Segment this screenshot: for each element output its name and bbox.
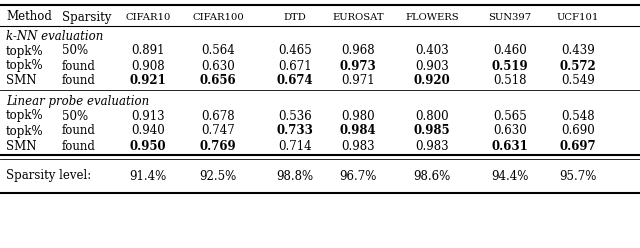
Text: 0.984: 0.984 xyxy=(340,124,376,137)
Text: 0.564: 0.564 xyxy=(201,44,235,58)
Text: CIFAR10: CIFAR10 xyxy=(125,12,171,22)
Text: 0.678: 0.678 xyxy=(201,110,235,123)
Text: 0.908: 0.908 xyxy=(131,60,165,72)
Text: 0.950: 0.950 xyxy=(130,139,166,153)
Text: 50%: 50% xyxy=(62,110,88,123)
Text: 0.769: 0.769 xyxy=(200,139,236,153)
Text: 94.4%: 94.4% xyxy=(492,169,529,183)
Text: 92.5%: 92.5% xyxy=(200,169,237,183)
Text: 0.903: 0.903 xyxy=(415,60,449,72)
Text: 0.674: 0.674 xyxy=(276,74,314,88)
Text: topk%: topk% xyxy=(6,44,44,58)
Text: SMN: SMN xyxy=(6,74,36,88)
Text: 0.403: 0.403 xyxy=(415,44,449,58)
Text: Sparsity level:: Sparsity level: xyxy=(6,169,92,183)
Text: k-NN evaluation: k-NN evaluation xyxy=(6,31,104,43)
Text: 0.985: 0.985 xyxy=(413,124,451,137)
Text: 0.968: 0.968 xyxy=(341,44,375,58)
Text: CIFAR100: CIFAR100 xyxy=(192,12,244,22)
Text: 0.980: 0.980 xyxy=(341,110,375,123)
Text: 0.690: 0.690 xyxy=(561,124,595,137)
Text: DTD: DTD xyxy=(284,12,307,22)
Text: topk%: topk% xyxy=(6,124,44,137)
Text: topk%: topk% xyxy=(6,110,44,123)
Text: 0.518: 0.518 xyxy=(493,74,527,88)
Text: 0.460: 0.460 xyxy=(493,44,527,58)
Text: found: found xyxy=(62,60,96,72)
Text: 0.630: 0.630 xyxy=(201,60,235,72)
Text: 0.439: 0.439 xyxy=(561,44,595,58)
Text: 0.891: 0.891 xyxy=(131,44,164,58)
Text: FLOWERS: FLOWERS xyxy=(405,12,459,22)
Text: 0.973: 0.973 xyxy=(340,60,376,72)
Text: 0.536: 0.536 xyxy=(278,110,312,123)
Text: 0.465: 0.465 xyxy=(278,44,312,58)
Text: 0.697: 0.697 xyxy=(560,139,596,153)
Text: 0.548: 0.548 xyxy=(561,110,595,123)
Text: 0.572: 0.572 xyxy=(559,60,596,72)
Text: found: found xyxy=(62,139,96,153)
Text: 0.800: 0.800 xyxy=(415,110,449,123)
Text: 0.920: 0.920 xyxy=(413,74,451,88)
Text: 0.913: 0.913 xyxy=(131,110,165,123)
Text: SUN397: SUN397 xyxy=(488,12,532,22)
Text: 0.921: 0.921 xyxy=(130,74,166,88)
Text: 0.714: 0.714 xyxy=(278,139,312,153)
Text: 0.733: 0.733 xyxy=(276,124,314,137)
Text: Sparsity: Sparsity xyxy=(62,10,111,24)
Text: 95.7%: 95.7% xyxy=(559,169,596,183)
Text: 0.983: 0.983 xyxy=(341,139,375,153)
Text: 98.8%: 98.8% xyxy=(276,169,314,183)
Text: 0.940: 0.940 xyxy=(131,124,165,137)
Text: 0.630: 0.630 xyxy=(493,124,527,137)
Text: 91.4%: 91.4% xyxy=(129,169,166,183)
Text: 98.6%: 98.6% xyxy=(413,169,451,183)
Text: 0.549: 0.549 xyxy=(561,74,595,88)
Text: 0.983: 0.983 xyxy=(415,139,449,153)
Text: SMN: SMN xyxy=(6,139,36,153)
Text: 0.971: 0.971 xyxy=(341,74,375,88)
Text: 96.7%: 96.7% xyxy=(339,169,377,183)
Text: UCF101: UCF101 xyxy=(557,12,599,22)
Text: 0.631: 0.631 xyxy=(492,139,529,153)
Text: topk%: topk% xyxy=(6,60,44,72)
Text: 0.519: 0.519 xyxy=(492,60,528,72)
Text: 0.656: 0.656 xyxy=(200,74,236,88)
Text: 0.565: 0.565 xyxy=(493,110,527,123)
Text: Method: Method xyxy=(6,10,52,24)
Text: Linear probe evaluation: Linear probe evaluation xyxy=(6,95,149,109)
Text: 50%: 50% xyxy=(62,44,88,58)
Text: found: found xyxy=(62,74,96,88)
Text: found: found xyxy=(62,124,96,137)
Text: 0.747: 0.747 xyxy=(201,124,235,137)
Text: 0.671: 0.671 xyxy=(278,60,312,72)
Text: EUROSAT: EUROSAT xyxy=(332,12,384,22)
